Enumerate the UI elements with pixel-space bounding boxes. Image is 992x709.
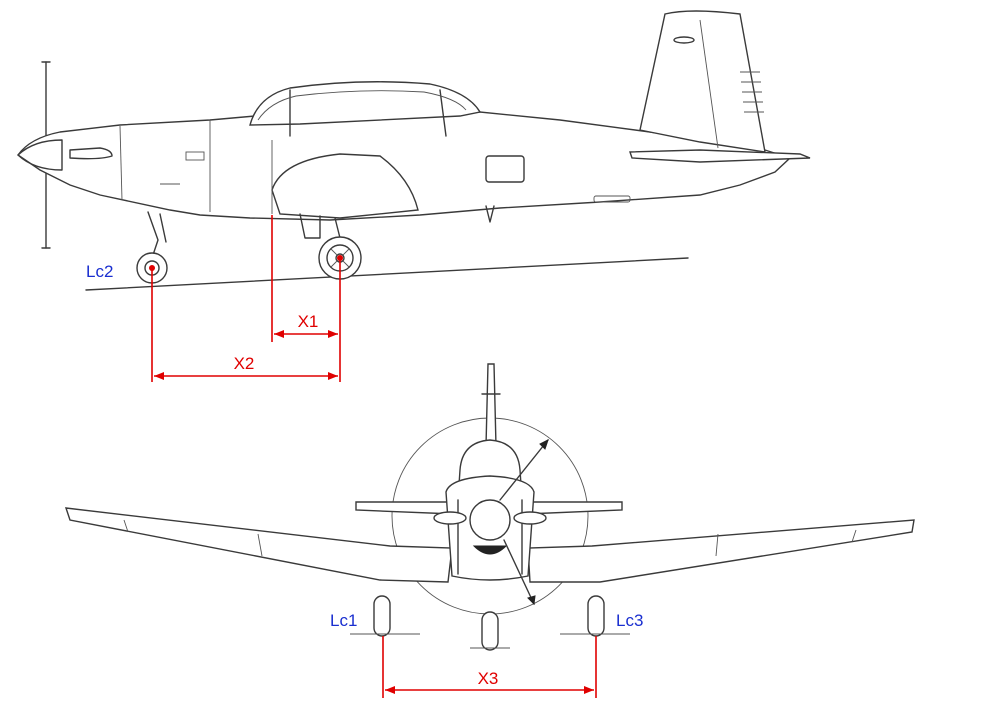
front-gear-right xyxy=(587,595,605,637)
side-ground-line xyxy=(85,257,689,291)
front-intake xyxy=(472,545,508,555)
side-tail-fin xyxy=(639,10,766,153)
lc3-label: Lc3 xyxy=(616,611,643,630)
front-dimensions: X3 Lc1 Lc3 xyxy=(330,611,643,698)
side-view xyxy=(17,10,811,291)
front-tail-fin xyxy=(485,363,497,447)
front-wing-left xyxy=(64,507,453,583)
x3-label: X3 xyxy=(478,669,499,688)
front-gear-left xyxy=(373,595,391,637)
front-view xyxy=(64,363,915,651)
side-wing xyxy=(271,153,419,219)
side-canopy xyxy=(249,81,482,126)
lc1-label: Lc1 xyxy=(330,611,357,630)
x1-label: X1 xyxy=(298,312,319,331)
front-spinner xyxy=(469,499,511,541)
front-gear-nose xyxy=(481,611,499,651)
side-stabilizer xyxy=(629,149,811,163)
front-wing-right xyxy=(527,519,915,583)
x2-label: X2 xyxy=(234,354,255,373)
side-dimensions: X1 X2 Lc2 xyxy=(86,215,343,382)
front-stabilizer xyxy=(355,501,455,515)
lc2-label: Lc2 xyxy=(86,262,113,281)
